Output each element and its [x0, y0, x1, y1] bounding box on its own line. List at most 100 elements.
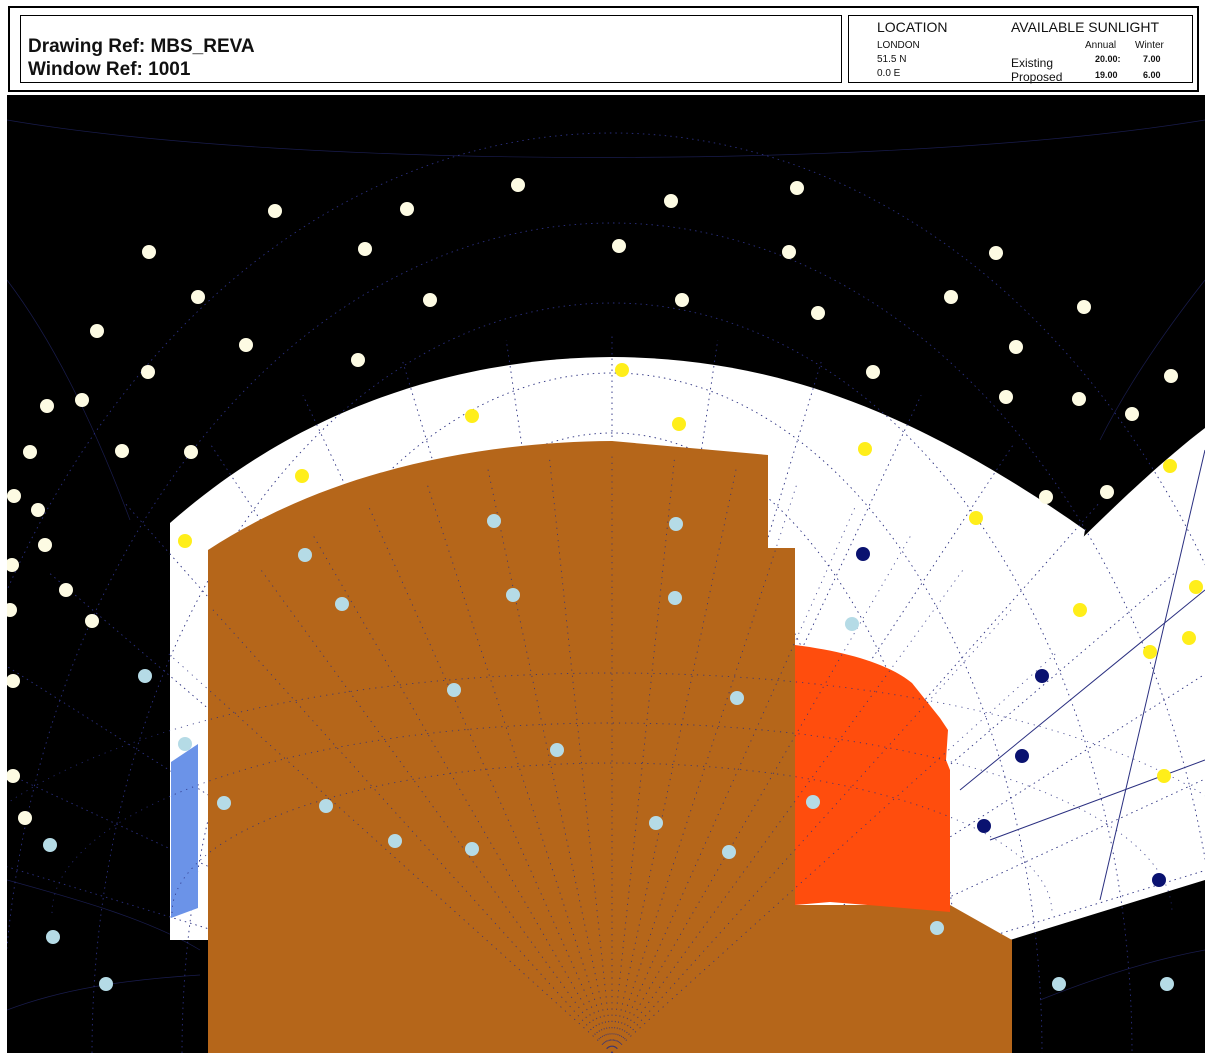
grid-radial-overlay — [165, 651, 613, 1053]
sun-point-sky-marker — [7, 769, 20, 783]
sun-point-sky-marker — [142, 245, 156, 259]
sun-point-sky-marker — [184, 445, 198, 459]
existing-winter-value: 7.00 — [1143, 54, 1161, 64]
sun-point-sky-marker — [1125, 407, 1139, 421]
sun-point-sky-marker — [999, 390, 1013, 404]
report-header: Drawing Ref: MBS_REVA Window Ref: 1001 L… — [8, 6, 1199, 92]
sun-point-lost-marker — [856, 547, 870, 561]
sun-point-available-marker — [1163, 459, 1177, 473]
dotted-grid-overlay — [7, 453, 1205, 1053]
sun-point-sky-marker — [1077, 300, 1091, 314]
sun-point-sky-marker — [1164, 369, 1178, 383]
sun-point-sky-marker — [664, 194, 678, 208]
grid-line — [1099, 449, 1205, 901]
sun-point-blocked-light-marker — [668, 591, 682, 605]
sky-grid-line — [1099, 279, 1205, 441]
sun-point-blocked-light-marker — [447, 683, 461, 697]
sun-point-blocked-light-marker — [46, 930, 60, 944]
grid-radial-overlay — [548, 456, 613, 1053]
sun-point-available-marker — [1143, 645, 1157, 659]
sun-point-blocked-light-marker — [806, 795, 820, 809]
sun-point-sky-marker — [141, 365, 155, 379]
sun-point-lost-marker — [1035, 669, 1049, 683]
sun-position-markers — [7, 178, 1203, 991]
sun-point-blocked-light-marker — [388, 834, 402, 848]
sun-point-sky-marker — [23, 445, 37, 459]
sun-point-available-marker — [1073, 603, 1087, 617]
grid-radial-overlay — [611, 533, 913, 1053]
reference-box: Drawing Ref: MBS_REVA Window Ref: 1001 — [20, 15, 842, 83]
sun-point-sky-marker — [40, 399, 54, 413]
sun-point-blocked-light-marker — [730, 691, 744, 705]
sun-point-available-marker — [858, 442, 872, 456]
sun-point-blocked-light-marker — [845, 617, 859, 631]
sun-point-sky-marker — [191, 290, 205, 304]
sun-point-available-marker — [672, 417, 686, 431]
grid-radial-overlay — [311, 533, 613, 1053]
sun-point-available-marker — [969, 511, 983, 525]
grid-arc — [261, 432, 963, 1053]
sun-point-sky-marker — [989, 246, 1003, 260]
sky-grid-line — [7, 119, 1205, 158]
sun-point-sky-marker — [239, 338, 253, 352]
sun-point-sky-marker — [1039, 490, 1053, 504]
sun-point-sky-marker — [351, 353, 365, 367]
sun-point-lost-marker — [977, 819, 991, 833]
sun-point-sky-marker — [18, 811, 32, 825]
proposed-row-label: Proposed — [1011, 70, 1063, 84]
sun-point-sky-marker — [423, 293, 437, 307]
drawing-ref: Drawing Ref: MBS_REVA — [28, 36, 255, 57]
existing-annual-value: 20.00: — [1095, 54, 1121, 64]
grid-arc-overlay — [171, 762, 1053, 914]
sun-point-sky-marker — [511, 178, 525, 192]
annual-column-header: Annual — [1085, 40, 1117, 51]
sun-point-sky-marker — [675, 293, 689, 307]
sun-point-blocked-light-marker — [217, 796, 231, 810]
sun-point-blocked-light-marker — [298, 548, 312, 562]
sun-point-blocked-light-marker — [319, 799, 333, 813]
sun-point-sky-marker — [7, 558, 19, 572]
sun-point-sky-marker — [1009, 340, 1023, 354]
sun-point-sky-marker — [7, 489, 21, 503]
winter-column-header: Winter — [1135, 40, 1164, 51]
sun-point-lost-marker — [1015, 749, 1029, 763]
sun-point-sky-marker — [612, 239, 626, 253]
grid-radial — [611, 778, 1205, 1053]
sky-grid-lines — [7, 119, 1205, 1011]
sun-point-sky-marker — [1072, 392, 1086, 406]
sky-grid-line — [1039, 949, 1205, 1001]
sky-grid-line — [7, 279, 131, 521]
sun-point-sky-marker — [85, 614, 99, 628]
sun-point-blocked-light-marker — [335, 597, 349, 611]
proposed-obstruction — [795, 645, 950, 912]
sun-point-blocked-light-marker — [138, 669, 152, 683]
grid-radial-overlay — [611, 504, 857, 1053]
sky-grid-line — [7, 974, 201, 1011]
sun-point-blocked-light-marker — [649, 816, 663, 830]
grid-radial-overlay — [367, 504, 613, 1053]
grid-arc — [91, 302, 1133, 1053]
grid-radial-overlay — [611, 456, 676, 1053]
sun-point-blocked-light-marker — [1052, 977, 1066, 991]
grid-radial-overlay — [611, 606, 1014, 1053]
sun-point-sky-marker — [7, 674, 20, 688]
grid-radial-overlay — [486, 466, 613, 1053]
sun-point-blocked-light-marker — [43, 838, 57, 852]
sun-point-blocked-light-marker — [550, 743, 564, 757]
sun-point-sky-marker — [31, 503, 45, 517]
sunlight-summary-box: LOCATION LONDON 51.5 N 0.0 E AVAILABLE S… — [848, 15, 1193, 84]
grid-radial-overlay — [210, 606, 613, 1053]
sun-point-sky-marker — [1100, 485, 1114, 499]
existing-row-label: Existing — [1011, 56, 1054, 70]
existing-obstruction — [208, 441, 1012, 1053]
grid-radial-overlay — [611, 651, 1059, 1053]
sun-point-blocked-light-marker — [722, 845, 736, 859]
proposed-winter-value: 6.00 — [1143, 70, 1161, 80]
sun-point-available-marker — [465, 409, 479, 423]
sun-point-sky-marker — [59, 583, 73, 597]
window-ref: Window Ref: 1001 — [28, 59, 191, 80]
sun-point-available-marker — [178, 534, 192, 548]
location-longitude: 0.0 E — [877, 68, 901, 79]
sun-point-sky-marker — [7, 603, 17, 617]
